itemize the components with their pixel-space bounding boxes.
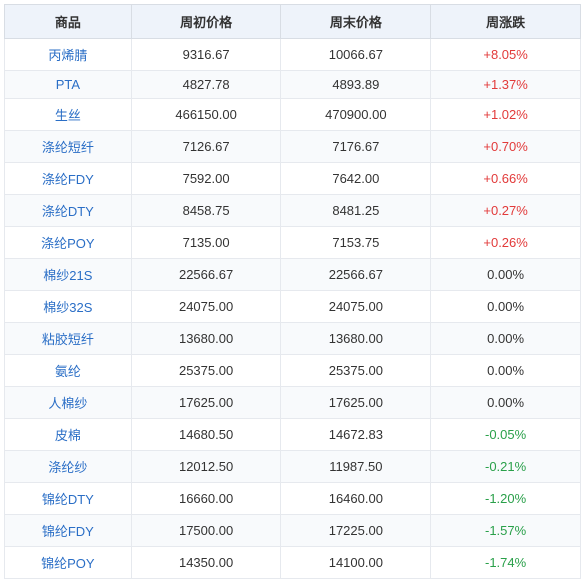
table-row: 生丝466150.00470900.00+1.02% xyxy=(5,99,581,131)
cell-end-price: 470900.00 xyxy=(281,99,431,131)
table-row: 棉纱32S24075.0024075.000.00% xyxy=(5,291,581,323)
header-end: 周末价格 xyxy=(281,5,431,39)
cell-product[interactable]: 丙烯腈 xyxy=(5,39,132,71)
table-row: PTA4827.784893.89+1.37% xyxy=(5,71,581,99)
cell-change: -0.05% xyxy=(431,419,581,451)
cell-end-price: 25375.00 xyxy=(281,355,431,387)
table-row: 锦纶DTY16660.0016460.00-1.20% xyxy=(5,483,581,515)
cell-change: +0.27% xyxy=(431,195,581,227)
cell-start-price: 9316.67 xyxy=(131,39,281,71)
cell-end-price: 14672.83 xyxy=(281,419,431,451)
cell-end-price: 11987.50 xyxy=(281,451,431,483)
cell-end-price: 16460.00 xyxy=(281,483,431,515)
cell-end-price: 17225.00 xyxy=(281,515,431,547)
cell-start-price: 7592.00 xyxy=(131,163,281,195)
cell-product[interactable]: 涤纶短纤 xyxy=(5,131,132,163)
table-row: 人棉纱17625.0017625.000.00% xyxy=(5,387,581,419)
cell-start-price: 17625.00 xyxy=(131,387,281,419)
cell-product[interactable]: 棉纱32S xyxy=(5,291,132,323)
cell-start-price: 12012.50 xyxy=(131,451,281,483)
cell-change: +0.66% xyxy=(431,163,581,195)
cell-change: 0.00% xyxy=(431,291,581,323)
cell-start-price: 14350.00 xyxy=(131,547,281,579)
table-row: 涤纶DTY8458.758481.25+0.27% xyxy=(5,195,581,227)
table-row: 涤纶POY7135.007153.75+0.26% xyxy=(5,227,581,259)
cell-start-price: 17500.00 xyxy=(131,515,281,547)
cell-end-price: 13680.00 xyxy=(281,323,431,355)
cell-end-price: 7153.75 xyxy=(281,227,431,259)
cell-change: 0.00% xyxy=(431,323,581,355)
cell-change: -1.74% xyxy=(431,547,581,579)
table-row: 锦纶FDY17500.0017225.00-1.57% xyxy=(5,515,581,547)
cell-change: 0.00% xyxy=(431,259,581,291)
header-row: 商品 周初价格 周末价格 周涨跌 xyxy=(5,5,581,39)
table-row: 涤纶FDY7592.007642.00+0.66% xyxy=(5,163,581,195)
header-start: 周初价格 xyxy=(131,5,281,39)
cell-change: 0.00% xyxy=(431,387,581,419)
table-row: 棉纱21S22566.6722566.670.00% xyxy=(5,259,581,291)
cell-start-price: 24075.00 xyxy=(131,291,281,323)
cell-product[interactable]: 涤纶POY xyxy=(5,227,132,259)
cell-end-price: 7642.00 xyxy=(281,163,431,195)
cell-product[interactable]: 生丝 xyxy=(5,99,132,131)
cell-product[interactable]: 人棉纱 xyxy=(5,387,132,419)
cell-product[interactable]: 氨纶 xyxy=(5,355,132,387)
cell-product[interactable]: 锦纶FDY xyxy=(5,515,132,547)
cell-end-price: 10066.67 xyxy=(281,39,431,71)
cell-start-price: 7135.00 xyxy=(131,227,281,259)
cell-product[interactable]: 锦纶POY xyxy=(5,547,132,579)
header-change: 周涨跌 xyxy=(431,5,581,39)
cell-product[interactable]: 粘胶短纤 xyxy=(5,323,132,355)
cell-product[interactable]: 棉纱21S xyxy=(5,259,132,291)
cell-end-price: 8481.25 xyxy=(281,195,431,227)
table-row: 锦纶POY14350.0014100.00-1.74% xyxy=(5,547,581,579)
cell-product[interactable]: 涤纶纱 xyxy=(5,451,132,483)
table-row: 氨纶25375.0025375.000.00% xyxy=(5,355,581,387)
price-table: 商品 周初价格 周末价格 周涨跌 丙烯腈9316.6710066.67+8.05… xyxy=(4,4,581,579)
cell-change: 0.00% xyxy=(431,355,581,387)
cell-start-price: 4827.78 xyxy=(131,71,281,99)
cell-start-price: 14680.50 xyxy=(131,419,281,451)
table-row: 皮棉14680.5014672.83-0.05% xyxy=(5,419,581,451)
header-product: 商品 xyxy=(5,5,132,39)
table-row: 涤纶短纤7126.677176.67+0.70% xyxy=(5,131,581,163)
cell-start-price: 7126.67 xyxy=(131,131,281,163)
cell-end-price: 22566.67 xyxy=(281,259,431,291)
cell-change: -1.57% xyxy=(431,515,581,547)
cell-start-price: 22566.67 xyxy=(131,259,281,291)
cell-start-price: 466150.00 xyxy=(131,99,281,131)
cell-change: +1.37% xyxy=(431,71,581,99)
cell-start-price: 25375.00 xyxy=(131,355,281,387)
cell-product[interactable]: 涤纶DTY xyxy=(5,195,132,227)
cell-start-price: 13680.00 xyxy=(131,323,281,355)
cell-change: +8.05% xyxy=(431,39,581,71)
cell-change: +1.02% xyxy=(431,99,581,131)
table-row: 丙烯腈9316.6710066.67+8.05% xyxy=(5,39,581,71)
cell-change: +0.70% xyxy=(431,131,581,163)
cell-start-price: 8458.75 xyxy=(131,195,281,227)
cell-product[interactable]: 锦纶DTY xyxy=(5,483,132,515)
cell-end-price: 4893.89 xyxy=(281,71,431,99)
cell-end-price: 7176.67 xyxy=(281,131,431,163)
table-row: 涤纶纱12012.5011987.50-0.21% xyxy=(5,451,581,483)
cell-end-price: 14100.00 xyxy=(281,547,431,579)
cell-start-price: 16660.00 xyxy=(131,483,281,515)
cell-change: -0.21% xyxy=(431,451,581,483)
cell-product[interactable]: 皮棉 xyxy=(5,419,132,451)
cell-change: -1.20% xyxy=(431,483,581,515)
cell-change: +0.26% xyxy=(431,227,581,259)
cell-product[interactable]: PTA xyxy=(5,71,132,99)
cell-product[interactable]: 涤纶FDY xyxy=(5,163,132,195)
cell-end-price: 24075.00 xyxy=(281,291,431,323)
table-row: 粘胶短纤13680.0013680.000.00% xyxy=(5,323,581,355)
table-body: 丙烯腈9316.6710066.67+8.05%PTA4827.784893.8… xyxy=(5,39,581,579)
cell-end-price: 17625.00 xyxy=(281,387,431,419)
